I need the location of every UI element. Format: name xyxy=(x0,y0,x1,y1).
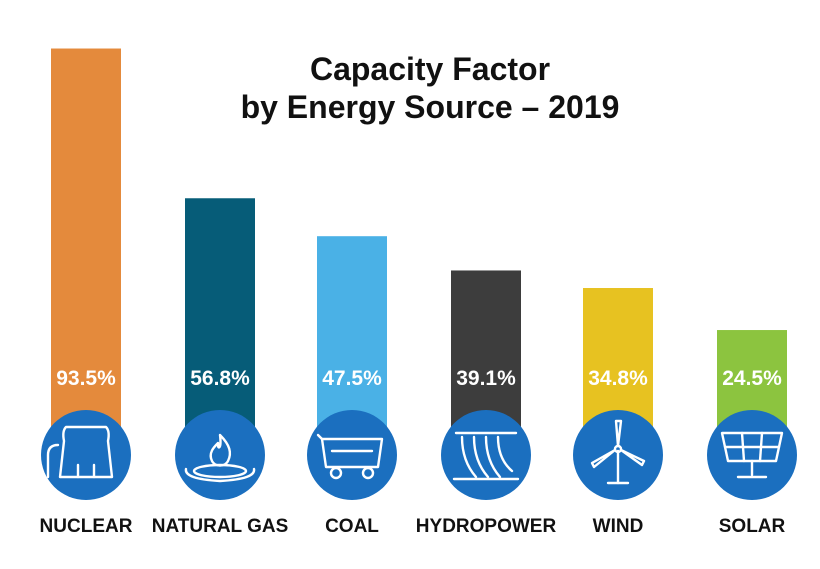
category-label-natural-gas: NATURAL GAS xyxy=(152,516,289,537)
icon-circle-nuclear xyxy=(41,410,131,500)
icon-circle-coal xyxy=(307,410,397,500)
category-label-hydropower: HYDROPOWER xyxy=(416,516,557,537)
category-label-coal: COAL xyxy=(325,516,379,537)
coal-cart-icon xyxy=(316,433,384,480)
bar-nuclear xyxy=(51,48,121,441)
category-label-wind: WIND xyxy=(593,516,644,537)
value-label-natural-gas: 56.8% xyxy=(190,367,250,390)
bar-coal xyxy=(317,236,387,440)
category-label-nuclear: NUCLEAR xyxy=(40,516,133,537)
value-label-coal: 47.5% xyxy=(322,367,382,390)
value-label-hydropower: 39.1% xyxy=(456,367,516,390)
chart-title: Capacity Factor xyxy=(310,51,550,87)
bar-natural-gas xyxy=(185,198,255,440)
value-label-nuclear: 93.5% xyxy=(56,367,116,390)
icon-circle-solar xyxy=(707,410,797,500)
icon-circle-hydropower xyxy=(441,410,531,500)
gas-flame-icon xyxy=(184,433,256,483)
dam-icon xyxy=(452,431,520,481)
value-label-solar: 24.5% xyxy=(722,367,782,390)
solar-panel-icon xyxy=(720,431,784,479)
chart-subtitle: by Energy Source – 2019 xyxy=(241,89,620,125)
bars-group: 93.5% NUCLEAR 56.8% NATURAL GAS 47.5% COAL 39.… xyxy=(40,48,797,537)
cooling-tower-icon xyxy=(46,425,114,479)
icon-circle-natural-gas xyxy=(175,410,265,500)
value-label-wind: 34.8% xyxy=(588,367,648,390)
wind-turbine-icon xyxy=(590,419,646,485)
category-label-solar: SOLAR xyxy=(719,516,786,537)
title-group: Capacity Factor by Energy Source – 2019 xyxy=(241,51,620,125)
